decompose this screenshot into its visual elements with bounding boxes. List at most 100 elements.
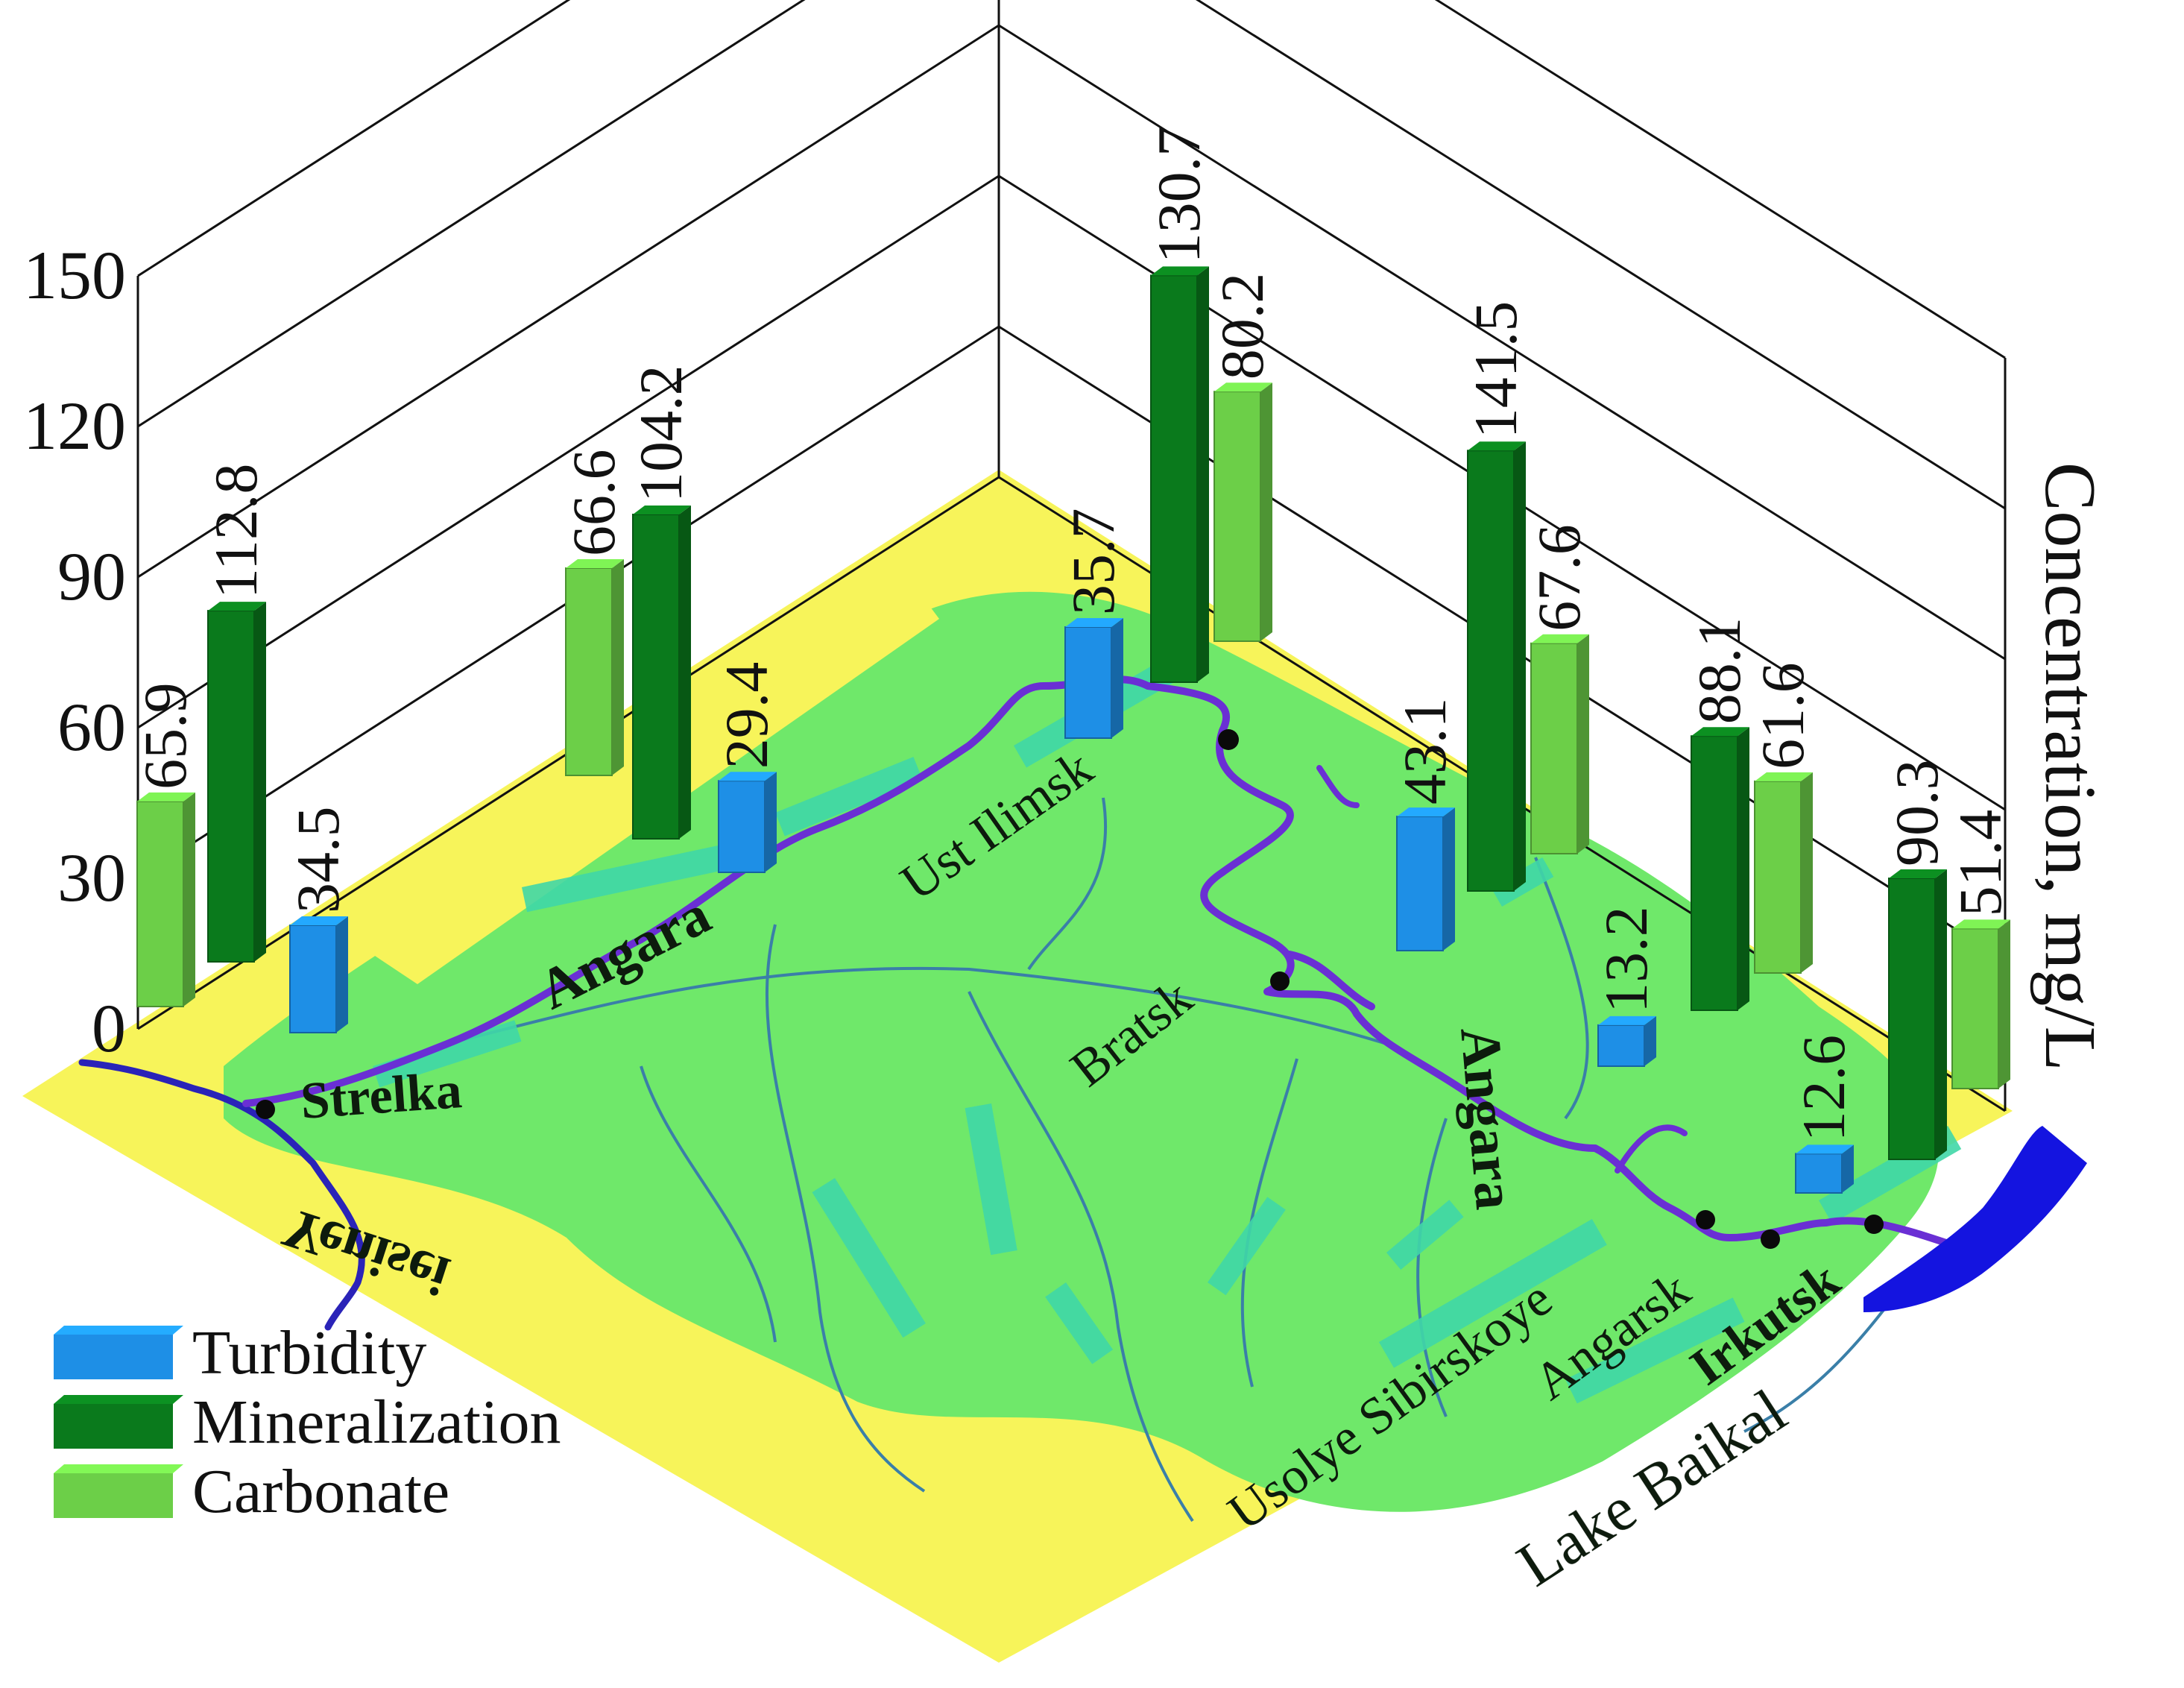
bar-turbidity-front: [289, 924, 337, 1033]
reservoirs: [372, 649, 1962, 1404]
bar-turbidity-side: [1443, 807, 1455, 951]
y-tick-label: 30: [57, 840, 126, 916]
bars-layer: 34.5 112.8 65.9 29.4 104.266.6 35.7 130.7 80.2 4…: [131, 126, 2014, 1194]
legend-label: Carbonate: [192, 1457, 449, 1526]
bar-carbonate-side: [1998, 919, 2010, 1089]
tributaries: [446, 797, 1895, 1522]
bar-turbidity-top: [1065, 617, 1123, 627]
angara-river: [242, 675, 1957, 1249]
bar-mineralization-front: [1467, 450, 1515, 892]
bar-carbonate-front: [136, 800, 184, 1008]
bar-turbidity-top: [1397, 807, 1455, 817]
value-label: 141.5: [1462, 301, 1530, 439]
value-label: 34.5: [284, 806, 352, 913]
y-tick-label: 0: [92, 990, 126, 1066]
bar-turbidity-front: [1795, 1153, 1843, 1194]
rivers: [78, 675, 1957, 1331]
ust-ilimsk-dot: [1218, 729, 1239, 750]
gridline-0: [137, 476, 2006, 1112]
bar-turbidity-front: [718, 780, 766, 873]
value-label: 65.9: [131, 682, 199, 790]
bar-mineralization-side: [1935, 869, 1947, 1159]
y-axis-title: Concentration, mg/L: [2030, 462, 2110, 1071]
value-label: 104.2: [627, 365, 695, 503]
value-label: 130.7: [1145, 126, 1213, 264]
bar-mineralization-top: [1151, 266, 1209, 276]
bar-turbidity-side: [1842, 1144, 1854, 1193]
y-axis-ticks: 0 30 60 90 120 150: [23, 237, 126, 1066]
gridline-120: [137, 0, 2006, 510]
bar-carbonate-top: [1952, 919, 2010, 929]
bar-carbonate-side: [1801, 772, 1813, 973]
site-group: 35.7 130.7 80.2: [1059, 126, 1276, 740]
value-label: 67.6: [1525, 524, 1593, 632]
bar-mineralization-side: [254, 602, 266, 962]
value-label: 35.7: [1059, 508, 1127, 615]
bar-mineralization-front: [632, 513, 680, 840]
bar-mineralization-side: [679, 505, 691, 839]
value-label: 13.2: [1592, 906, 1660, 1013]
bar-mineralization-side: [1738, 727, 1749, 1010]
bar-turbidity-side: [1111, 617, 1123, 738]
legend-item: Carbonate: [54, 1457, 449, 1526]
bar-carbonate-top: [1531, 634, 1589, 643]
bar-mineralization-front: [1888, 878, 1936, 1160]
bar-carbonate-top: [1755, 772, 1813, 781]
gridline-90: [137, 24, 2006, 661]
legend-swatch: [54, 1335, 173, 1379]
site-group: 43.1 141.5 67.6: [1391, 301, 1593, 952]
bar-turbidity-top: [719, 772, 777, 781]
bar-mineralization-side: [1197, 266, 1209, 682]
value-label: 51.4: [1946, 810, 2014, 917]
value-label: 80.2: [1208, 273, 1276, 380]
bar-mineralization-front: [207, 610, 255, 963]
y-tick-label: 90: [57, 538, 126, 614]
bar-mineralization-top: [633, 505, 691, 514]
legend-swatch: [54, 1404, 173, 1449]
bar-carbonate-top: [566, 558, 624, 568]
usolye-dot: [1696, 1210, 1715, 1229]
strelka-dot: [256, 1100, 275, 1119]
bar-mineralization-top: [1691, 727, 1749, 737]
legend-swatch-top: [54, 1464, 183, 1473]
bar-mineralization-top: [1468, 441, 1526, 451]
bar-carbonate-front: [1530, 642, 1578, 854]
bar-turbidity-side: [765, 772, 777, 872]
site-group: 34.5 112.8 65.9: [131, 464, 352, 1033]
bar-carbonate-front: [1754, 780, 1802, 974]
gridline-30: [137, 325, 2006, 962]
site-group: 13.2 88.161.6: [1592, 617, 1817, 1068]
legend-swatch-top: [54, 1326, 183, 1335]
legend-label: Mineralization: [192, 1388, 561, 1457]
bar-carbonate-side: [612, 558, 624, 775]
legend-swatch: [54, 1473, 173, 1518]
irkutsk-dot: [1864, 1215, 1884, 1234]
bar-turbidity-top: [1796, 1144, 1854, 1154]
value-label: 90.3: [1883, 760, 1951, 867]
bar-turbidity-front: [1396, 816, 1444, 952]
value-label: 61.6: [1749, 662, 1817, 769]
value-label: 29.4: [713, 662, 780, 769]
bar-turbidity-front: [1064, 626, 1112, 740]
legend-label: Turbidity: [192, 1318, 426, 1388]
bar-mineralization-front: [1691, 735, 1738, 1011]
value-label: 12.6: [1790, 1035, 1858, 1142]
site-group: 12.6 90.351.4: [1790, 760, 2014, 1194]
chart-frame: [136, 0, 2007, 1112]
bar-carbonate-side: [183, 792, 195, 1007]
bar-carbonate-front: [1951, 928, 1999, 1089]
bar-turbidity-top: [1598, 1015, 1656, 1025]
bar-carbonate-side: [1577, 634, 1589, 854]
bar-carbonate-side: [1260, 382, 1272, 641]
angarsk-dot: [1761, 1229, 1780, 1249]
bar-carbonate-front: [565, 567, 613, 777]
y-tick-label: 60: [57, 689, 126, 765]
bar-turbidity-side: [1644, 1015, 1656, 1066]
bar-mineralization-top: [1889, 869, 1947, 879]
y-tick-label: 120: [23, 388, 126, 464]
value-label: 88.1: [1685, 617, 1753, 725]
bar-turbidity-front: [1597, 1024, 1645, 1068]
bar-turbidity-side: [336, 916, 348, 1033]
